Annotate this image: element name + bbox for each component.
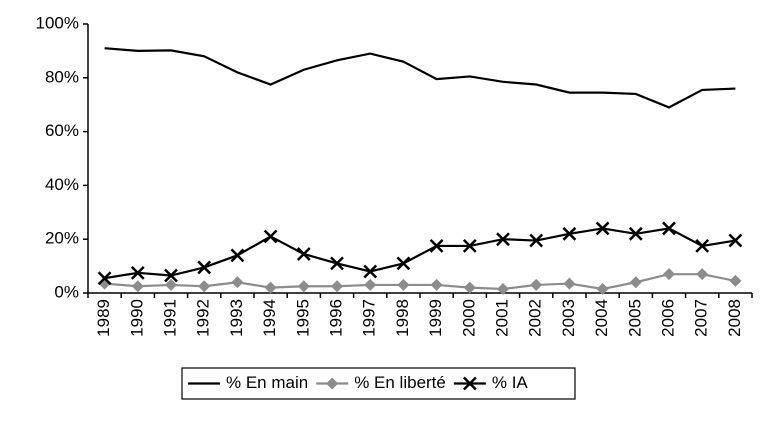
marker [331,280,343,293]
x-tick-label: 1993 [227,299,246,337]
x-tick-label: 2006 [658,299,677,337]
marker [165,278,177,291]
x-tick-label: 1999 [426,299,445,337]
marker [696,268,709,281]
legend-label: % IA [492,373,529,392]
x-tick-label: 2002 [526,299,545,337]
x-tick-label: 2007 [692,299,711,337]
x-tick-label: 2008 [725,299,744,337]
legend-label: % En liberté [354,373,446,392]
marker [197,260,212,275]
marker [695,239,710,253]
x-tick-label: 2000 [459,299,478,337]
marker [462,239,477,253]
marker [164,268,178,283]
marker [462,376,477,391]
x-tick-label: 1995 [293,299,312,337]
marker [364,278,377,291]
x-tick-label: 1997 [360,299,379,337]
marker [562,226,577,241]
series-line [104,47,736,109]
y-tick-label: 80% [45,67,79,86]
x-tick-label: 1991 [160,299,179,337]
marker [231,276,244,289]
marker [496,232,510,247]
x-tick-label: 1990 [127,299,146,337]
legend-box [181,367,576,400]
y-tick-label: 40% [45,175,79,194]
marker [563,277,576,290]
marker [662,221,676,236]
x-tick-label: 1996 [326,299,345,337]
marker [296,247,311,261]
x-tick-label: 1989 [94,299,113,337]
marker [629,276,642,289]
marker [230,248,245,263]
marker [529,233,544,248]
legend-label: % En main [226,373,308,392]
marker [430,278,443,291]
marker [330,256,344,271]
x-tick-label: 2004 [592,299,611,337]
y-tick-label: 100% [36,13,79,32]
x-tick-label: 1998 [393,299,412,337]
marker [595,221,610,236]
x-tick-label: 2005 [625,299,644,337]
marker [429,239,444,253]
marker [628,226,643,241]
marker [396,256,411,271]
marker [97,271,112,286]
marker [729,274,742,287]
marker [263,229,278,244]
y-tick-label: 0% [54,282,79,301]
marker [463,281,476,294]
x-tick-label: 2001 [492,299,511,337]
series-line [104,273,736,291]
x-tick-label: 1994 [260,299,279,337]
marker [131,280,144,293]
marker [264,281,277,294]
x-tick-label: 1992 [194,299,213,337]
marker [363,264,378,279]
marker [397,278,410,291]
x-tick-label: 2003 [559,299,578,337]
marker [663,268,675,281]
y-tick-label: 60% [45,121,79,140]
marker [130,265,145,280]
marker [596,282,609,295]
marker [198,280,211,293]
y-tick-label: 20% [45,229,79,248]
series-line [104,227,736,280]
marker [297,280,310,293]
marker [326,377,339,390]
marker [728,233,743,248]
marker [530,278,543,291]
marker [497,282,509,295]
